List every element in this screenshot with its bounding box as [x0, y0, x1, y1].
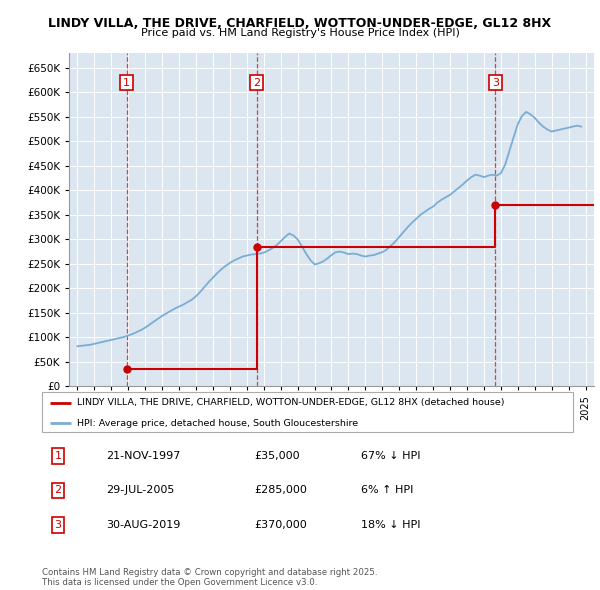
Text: 2: 2 — [55, 486, 61, 496]
Text: 3: 3 — [55, 520, 61, 530]
Text: Price paid vs. HM Land Registry's House Price Index (HPI): Price paid vs. HM Land Registry's House … — [140, 28, 460, 38]
Text: HPI: Average price, detached house, South Gloucestershire: HPI: Average price, detached house, Sout… — [77, 418, 358, 428]
Text: £285,000: £285,000 — [254, 486, 307, 496]
Text: 2: 2 — [253, 77, 260, 87]
Text: Contains HM Land Registry data © Crown copyright and database right 2025.
This d: Contains HM Land Registry data © Crown c… — [42, 568, 377, 587]
Text: £370,000: £370,000 — [254, 520, 307, 530]
Text: 29-JUL-2005: 29-JUL-2005 — [106, 486, 174, 496]
Text: 30-AUG-2019: 30-AUG-2019 — [106, 520, 180, 530]
Text: £35,000: £35,000 — [254, 451, 300, 461]
Text: 1: 1 — [55, 451, 61, 461]
Text: 6% ↑ HPI: 6% ↑ HPI — [361, 486, 413, 496]
Text: 18% ↓ HPI: 18% ↓ HPI — [361, 520, 420, 530]
Text: LINDY VILLA, THE DRIVE, CHARFIELD, WOTTON-UNDER-EDGE, GL12 8HX: LINDY VILLA, THE DRIVE, CHARFIELD, WOTTO… — [49, 17, 551, 30]
Text: 3: 3 — [492, 77, 499, 87]
Text: 21-NOV-1997: 21-NOV-1997 — [106, 451, 180, 461]
Text: 1: 1 — [123, 77, 130, 87]
Text: 67% ↓ HPI: 67% ↓ HPI — [361, 451, 420, 461]
Text: LINDY VILLA, THE DRIVE, CHARFIELD, WOTTON-UNDER-EDGE, GL12 8HX (detached house): LINDY VILLA, THE DRIVE, CHARFIELD, WOTTO… — [77, 398, 504, 408]
